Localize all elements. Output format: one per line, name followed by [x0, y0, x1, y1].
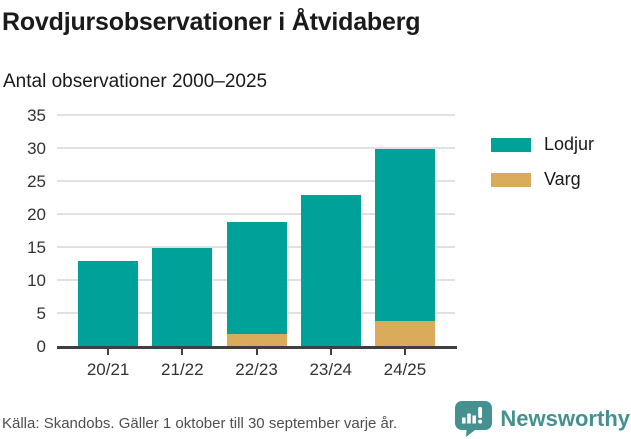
legend-label-lodjur: Lodjur	[544, 134, 595, 154]
y-tick-label-30: 30	[27, 139, 46, 158]
bar-24/25	[374, 116, 435, 347]
bar-segment-lodjur-20/21	[78, 261, 139, 347]
bar-segment-lodjur-24/25	[374, 149, 435, 321]
y-tick-label-0: 0	[36, 337, 46, 356]
newsworthy-logo-icon	[455, 401, 493, 437]
bar-segment-lodjur-22/23	[226, 221, 287, 334]
x-tick-label-21/22: 21/22	[145, 349, 219, 380]
bar-23/24	[300, 116, 361, 347]
x-tick-label-24/25: 24/25	[368, 349, 442, 380]
y-tick-label-15: 15	[27, 238, 46, 257]
bar-segment-lodjur-21/22	[152, 248, 213, 347]
gridline-35	[57, 114, 455, 116]
legend-item-lodjur: Lodjur	[491, 134, 594, 155]
legend-swatch-lodjur	[491, 137, 531, 152]
bar-slot-23/24	[294, 116, 368, 347]
y-tick-label-35: 35	[27, 106, 46, 125]
x-tick-mark	[107, 349, 110, 355]
footer: Källa: Skandobs. Gäller 1 oktober till 3…	[0, 399, 631, 439]
bar-20/21	[78, 116, 139, 347]
bar-segment-lodjur-23/24	[300, 195, 361, 347]
newsworthy-wordmark: Newsworthy	[500, 406, 630, 431]
gridline-20	[57, 213, 455, 215]
y-tick-label-20: 20	[27, 205, 46, 224]
bar-segment-varg-24/25	[374, 320, 435, 347]
y-tick-label-5: 5	[36, 304, 46, 323]
y-tick-label-10: 10	[27, 271, 46, 290]
chart-plot-area	[57, 114, 457, 349]
legend-swatch-varg	[491, 172, 531, 187]
chart-legend: Lodjur Varg	[491, 134, 594, 204]
gridline-25	[57, 180, 455, 182]
bar-22/23	[226, 116, 287, 347]
x-tick-label-22/23: 22/23	[219, 349, 293, 380]
bar-slot-22/23	[219, 116, 293, 347]
legend-label-varg: Varg	[544, 169, 581, 189]
bar-21/22	[152, 116, 213, 347]
x-tick-label-23/24: 23/24	[294, 349, 368, 380]
x-tick-mark	[403, 349, 406, 355]
bar-slot-20/21	[71, 116, 145, 347]
gridline-30	[57, 147, 455, 149]
page-title: Rovdjursobservationer i Åtvidaberg	[2, 8, 421, 36]
x-tick-label-20/21: 20/21	[71, 349, 145, 380]
newsworthy-brand-link[interactable]: Newsworthy	[455, 401, 630, 437]
legend-item-varg: Varg	[491, 169, 594, 190]
y-axis-labels: 0 5 10 15 20 25 30 35	[0, 106, 46, 356]
bar-slot-21/22	[145, 116, 219, 347]
chart-subtitle: Antal observationer 2000–2025	[3, 71, 268, 92]
bars-container	[71, 116, 442, 347]
x-axis-line	[57, 346, 457, 349]
bar-segment-varg-22/23	[226, 333, 287, 347]
y-tick-label-25: 25	[27, 172, 46, 191]
x-tick-mark	[181, 349, 184, 355]
x-tick-mark	[329, 349, 332, 355]
x-tick-mark	[255, 349, 258, 355]
bar-slot-24/25	[368, 116, 442, 347]
source-note: Källa: Skandobs. Gäller 1 oktober till 3…	[2, 415, 398, 432]
x-axis-labels: 20/21 21/22 22/23 23/24 24/25	[57, 349, 455, 380]
